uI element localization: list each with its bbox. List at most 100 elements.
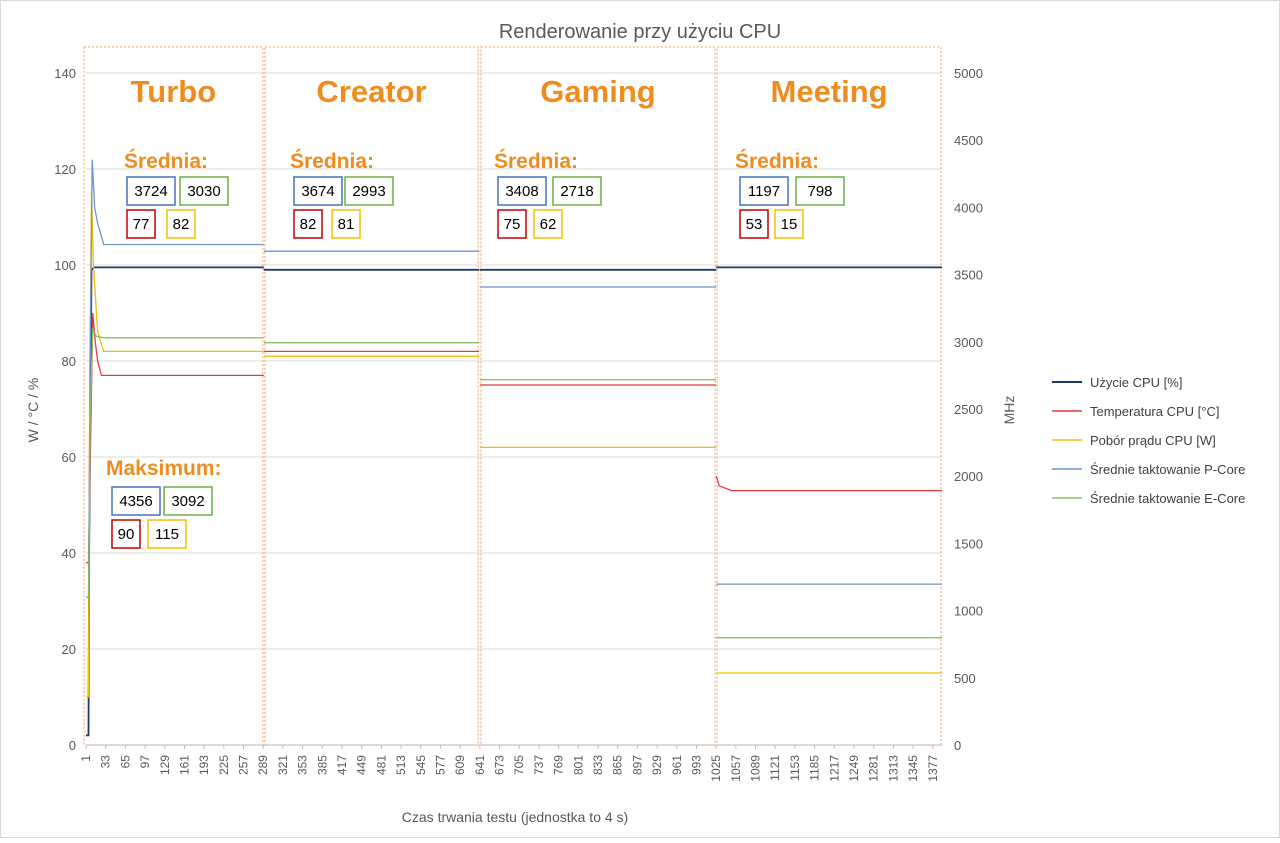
- x-tick-label: 321: [276, 755, 290, 775]
- stat-value: 82: [300, 216, 317, 233]
- y-right-tick-label: 0: [954, 738, 961, 753]
- series-line-segment: [715, 476, 942, 492]
- series-ecore: [86, 326, 942, 639]
- mode-label: Creator: [316, 74, 426, 109]
- y-left-tick-label: 80: [62, 354, 76, 369]
- y-right-tick-label: 4000: [954, 200, 983, 215]
- stat-box: [293, 209, 323, 239]
- legend-entry: Pobór prądu CPU [W]: [1090, 433, 1216, 448]
- x-tick-label: 545: [414, 755, 428, 775]
- y-left-tick-label: 120: [54, 162, 76, 177]
- y-left-tick-label: 20: [62, 642, 76, 657]
- y-right-tick-label: 2000: [954, 469, 983, 484]
- x-tick-label: 513: [394, 755, 408, 775]
- stat-box: [739, 176, 789, 206]
- axes: 0 20 40 60 80 100 120 140 0 500 1000 1500 2000 2500 30…: [54, 66, 983, 782]
- stat-box: [552, 176, 602, 206]
- mode-label: Turbo: [131, 74, 217, 109]
- x-tick-label: 961: [670, 755, 684, 775]
- y-right-tick-label: 1500: [954, 536, 983, 551]
- x-tick-label: 129: [158, 755, 172, 775]
- series-lines: [86, 159, 942, 737]
- stat-box: [111, 486, 161, 516]
- stat-value: 77: [133, 216, 150, 233]
- stat-value: 115: [155, 526, 179, 543]
- x-tick-label: 609: [453, 755, 467, 775]
- stat-box: [126, 209, 156, 239]
- x-tick-label: 385: [315, 755, 329, 775]
- stat-box: [344, 176, 394, 206]
- x-tick-label: 833: [591, 755, 605, 775]
- stat-box: [147, 519, 187, 549]
- stat-box: [179, 176, 229, 206]
- mode-label: Gaming: [540, 74, 655, 109]
- stat-box: [126, 176, 176, 206]
- stat-value: 15: [781, 216, 798, 233]
- y-axis-right-label: MHz: [1001, 396, 1017, 425]
- x-tick-label: 97: [138, 755, 152, 769]
- stat-box: [497, 176, 547, 206]
- stat-box: [739, 209, 769, 239]
- mode-label: Meeting: [771, 74, 888, 109]
- x-tick-label: 1: [79, 755, 93, 762]
- mode-regions: Turbo Creator Gaming Meeting: [83, 46, 942, 746]
- stat-box: [331, 209, 361, 239]
- stat-box: [533, 209, 563, 239]
- y-left-tick-label: 0: [69, 738, 76, 753]
- x-tick-label: 161: [177, 755, 191, 775]
- stat-value: 798: [807, 183, 832, 200]
- x-tick-label: 1025: [709, 755, 723, 782]
- x-tick-label: 865: [611, 755, 625, 775]
- x-tick-label: 1345: [906, 755, 920, 782]
- stat-value: 2718: [560, 183, 593, 200]
- legend-entry: Średnie taktowanie P-Core: [1090, 462, 1245, 477]
- y-right-tick-label: 2500: [954, 402, 983, 417]
- legend-entry: Temperatura CPU [°C]: [1090, 404, 1219, 419]
- series-line-segment: [86, 326, 264, 598]
- x-tick-label: 1313: [886, 755, 900, 782]
- x-tick-label: 737: [532, 755, 546, 775]
- x-tick-label: 993: [689, 755, 703, 775]
- stat-box: [774, 209, 804, 239]
- x-tick-label: 929: [650, 755, 664, 775]
- x-tick-label: 481: [374, 755, 388, 775]
- y-left-tick-label: 100: [54, 258, 76, 273]
- stat-value: 3030: [187, 183, 220, 200]
- stat-value: 53: [746, 216, 763, 233]
- y-left-tick-label: 60: [62, 450, 76, 465]
- x-tick-label: 33: [99, 755, 113, 769]
- stat-value: 1197: [748, 183, 780, 200]
- stat-box: [163, 486, 213, 516]
- x-tick-label: 1377: [926, 755, 940, 782]
- stat-value: 82: [173, 216, 190, 233]
- legend-entry: Użycie CPU [%]: [1090, 375, 1182, 390]
- y-right-tick-label: 3500: [954, 268, 983, 283]
- legend: Użycie CPU [%] Temperatura CPU [°C] Pobór …: [1052, 375, 1245, 506]
- stat-value: 3674: [301, 183, 334, 200]
- x-tick-label: 1185: [808, 755, 822, 781]
- x-tick-label: 705: [512, 755, 526, 775]
- x-tick-label: 193: [197, 755, 211, 775]
- stat-annotations: Średnia: 3724 3030 77 82 Średnia: 3674 2993 82 81…: [106, 149, 845, 549]
- x-tick-label: 225: [217, 755, 231, 775]
- x-tick-label: 897: [630, 755, 644, 775]
- y-right-tick-label: 4500: [954, 133, 983, 148]
- series-line-segment: [86, 192, 264, 698]
- y-right-tick-label: 500: [954, 671, 976, 686]
- x-tick-label: 1057: [729, 755, 743, 782]
- series-power: [86, 192, 942, 698]
- stat-box: [795, 176, 845, 206]
- stat-value: 62: [540, 216, 557, 233]
- stat-box: [293, 176, 343, 206]
- stat-box: [166, 209, 196, 239]
- stat-value: 3408: [505, 183, 538, 200]
- x-axis-label: Czas trwania testu (jednostka to 4 s): [402, 809, 628, 825]
- x-tick-label: 769: [552, 755, 566, 775]
- x-tick-label: 289: [256, 755, 270, 775]
- average-heading: Średnia:: [290, 149, 374, 173]
- stat-value: 75: [504, 216, 521, 233]
- x-tick-label: 417: [335, 755, 349, 775]
